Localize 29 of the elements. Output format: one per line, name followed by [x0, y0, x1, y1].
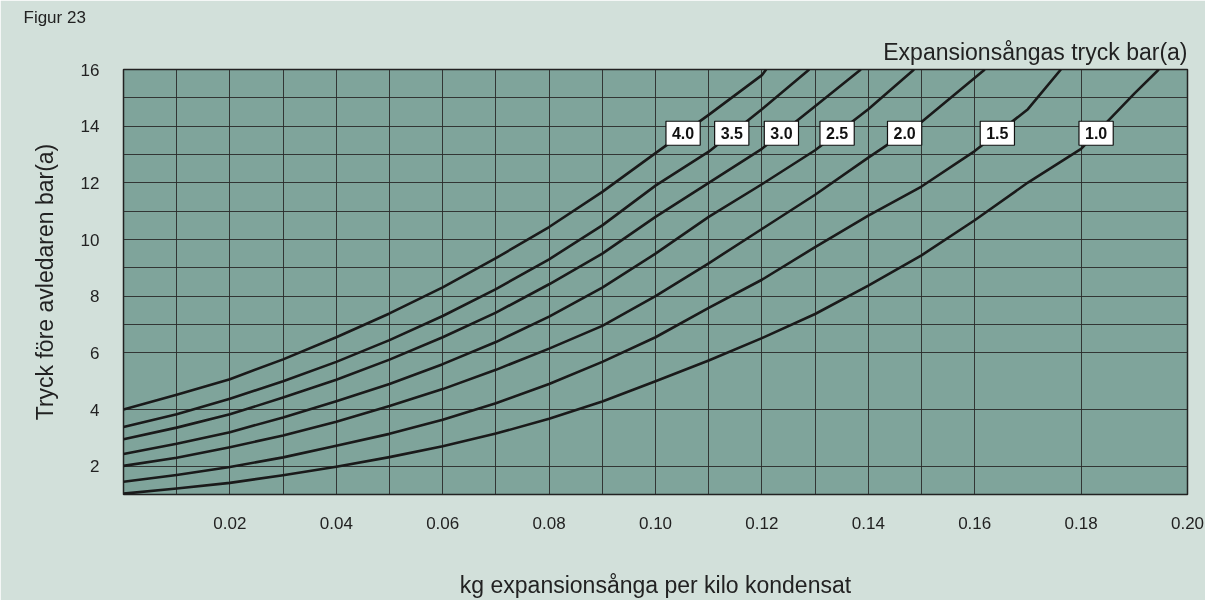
legend-title: Expansionsångas tryck bar(a) [883, 38, 1188, 65]
legend-label: 3.0 [770, 125, 793, 143]
x-tick-label: 0.12 [745, 513, 779, 533]
y-tick-label: 8 [90, 287, 100, 307]
y-axis-title: Tryck före avledaren bar(a) [31, 143, 58, 421]
series-label: 1.5 [986, 125, 1009, 143]
series-label: 2.0 [893, 125, 916, 143]
y-tick-label: 4 [90, 400, 100, 420]
legend-label: 2.5 [825, 125, 849, 143]
x-tick-label: 0.06 [426, 513, 460, 533]
x-tick-label: 0.10 [638, 513, 673, 533]
y-tick-label: 6 [90, 343, 100, 363]
x-tick-label: 0.08 [532, 513, 566, 533]
y-tick-label: 2 [90, 457, 100, 477]
y-tick-label: 10 [80, 230, 100, 250]
x-tick-label: 0.02 [213, 513, 247, 533]
x-tick-label: 0.04 [319, 513, 353, 533]
chart-title: Figur 23 [23, 7, 86, 27]
x-tick-label: 0.18 [1064, 513, 1098, 533]
x-tick-label: 0.14 [851, 513, 885, 533]
series-label: 1.0 [1084, 125, 1108, 143]
y-tick-label: 14 [80, 117, 100, 137]
series-label: 4.0 [671, 125, 695, 143]
y-tick-label: 12 [80, 173, 100, 193]
x-axis-title: kg expansionsånga per kilo kondensat [459, 571, 852, 598]
y-tick-label: 16 [80, 60, 100, 80]
legend-label: 3.5 [720, 125, 743, 143]
x-tick-label: 0.20 [1170, 513, 1205, 533]
x-tick-label: 0.16 [958, 513, 992, 533]
